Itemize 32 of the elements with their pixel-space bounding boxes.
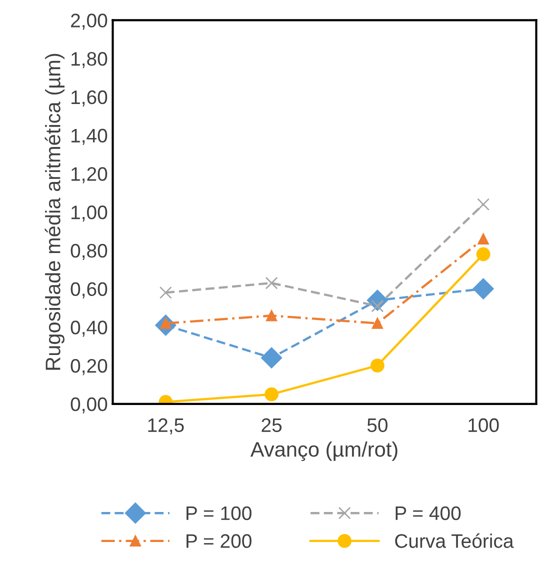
point [264,387,279,402]
x-tick-label: 12,5 [148,418,184,434]
y-tick-label: 1,40 [72,128,108,145]
point [372,318,383,329]
y-tick-label: 0,60 [70,282,108,298]
y-tick-label: 1,60 [72,90,108,106]
point [265,276,278,290]
point [159,286,172,299]
y-tick-label: 1,80 [72,52,108,68]
y-tick-label: 0,00 [70,397,108,414]
legend-label: Curva Teórica [395,533,514,548]
x-tick-label: 50 [367,418,388,432]
legend-label: P = 400 [396,506,461,520]
x-tick-label: 100 [468,418,499,432]
x-axis-title: Avanço (µm/rot) [250,441,398,461]
point [477,198,490,211]
legend-label: P = 200 [186,534,252,548]
legend-label: P = 100 [186,506,252,520]
y-tick-label: 1,00 [72,206,108,222]
point [266,310,278,322]
y-axis-title: Rugosidade média aritmética (µm) [44,54,64,370]
y-tick-label: 0,20 [70,358,108,376]
y-tick-label: 0,40 [70,320,108,337]
x-tick-label: 25 [262,418,282,432]
y-tick-label: 1,20 [72,167,108,184]
point [472,278,494,300]
point [476,247,490,262]
y-tick-label: 0,80 [70,244,108,260]
y-tick-label: 2,00 [71,14,108,30]
point [478,233,489,244]
point [261,347,282,368]
point [370,358,384,372]
